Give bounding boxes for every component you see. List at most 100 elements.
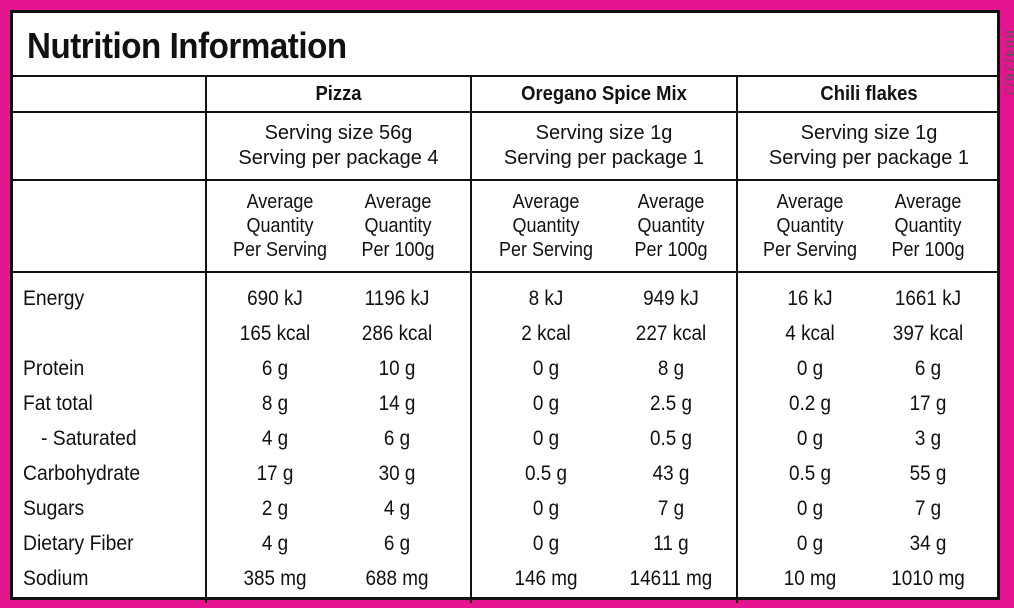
header-line: Average <box>512 191 580 213</box>
panel-title: Nutrition Information <box>27 25 347 66</box>
header-line: Quantity <box>246 215 314 237</box>
table-cell: 0.5 g <box>649 427 693 450</box>
table-cell: 949 kJ <box>643 287 699 310</box>
table-cell: 6 g <box>383 427 411 450</box>
col-header-oregano-per-serving: Average Quantity Per Serving <box>488 183 605 269</box>
header-line: Average <box>246 191 314 213</box>
header-line: Quantity <box>364 215 432 237</box>
table-cell: 17 g <box>909 392 947 415</box>
table-cell: 6 g <box>383 532 411 555</box>
table-cell: 0 g <box>796 497 824 520</box>
col-header-chili-per-serving: Average Quantity Per Serving <box>752 183 869 269</box>
table-cell: 8 g <box>657 357 685 380</box>
table-cell: 0.5 g <box>788 462 832 485</box>
table-cell: 1010 mg <box>891 567 965 590</box>
table-cell: 0 g <box>532 392 560 415</box>
table-cell: 1661 kJ <box>894 287 962 310</box>
table-cell: 165 kcal <box>239 322 311 345</box>
row-label-carbohydrate: Carbohydrate <box>23 462 141 485</box>
table-cell: 10 mg <box>783 567 837 590</box>
table-cell: 0 g <box>532 532 560 555</box>
table-cell: 3 g <box>914 427 942 450</box>
table-cell: 4 g <box>261 427 289 450</box>
table-cell: 146 mg <box>514 567 578 590</box>
table-cell: 55 g <box>909 462 947 485</box>
row-label-protein: Protein <box>23 357 85 380</box>
header-line: Per 100g <box>361 239 435 261</box>
table-cell: 14 g <box>378 392 416 415</box>
table-cell: 0 g <box>796 357 824 380</box>
table-cell: 0 g <box>532 357 560 380</box>
col-header-oregano-per-100g: Average Quantity Per 100g <box>622 183 721 269</box>
table-cell: 0 g <box>532 497 560 520</box>
servings-per-package: Serving per package 1 <box>503 147 705 169</box>
header-line: Average <box>637 191 705 213</box>
rule-below-column-headers <box>13 271 997 273</box>
table-cell: 7 g <box>914 497 942 520</box>
product-name-pizza: Pizza <box>315 82 362 105</box>
header-line: Average <box>364 191 432 213</box>
row-label-saturated: - Saturated <box>41 427 137 450</box>
servings-per-package: Serving per package 4 <box>238 147 439 169</box>
header-line: Per Serving <box>498 239 594 261</box>
column-divider-3 <box>736 77 738 273</box>
serving-info-oregano: Serving size 1g Serving per package 1 <box>472 113 736 179</box>
header-line: Per 100g <box>634 239 708 261</box>
table-cell: 30 g <box>378 462 416 485</box>
row-label-sugars: Sugars <box>23 497 85 520</box>
column-divider-2-body <box>470 271 472 603</box>
table-cell: 690 kJ <box>247 287 303 310</box>
table-cell: 2 kcal <box>521 322 571 345</box>
table-cell: 8 kJ <box>528 287 564 310</box>
row-label-fat-total: Fat total <box>23 392 93 415</box>
header-line: Average <box>894 191 962 213</box>
table-cell: 0 g <box>796 532 824 555</box>
column-divider-1-body <box>205 271 207 603</box>
table-cell: 4 g <box>383 497 411 520</box>
table-cell: 1196 kJ <box>364 287 430 310</box>
rule-below-product-names <box>13 111 997 113</box>
col-header-chili-per-100g: Average Quantity Per 100g <box>879 183 978 269</box>
row-label-energy: Energy <box>23 287 85 310</box>
serving-size: Serving size 1g <box>535 122 673 144</box>
table-cell: 227 kcal <box>635 322 707 345</box>
table-cell: 6 g <box>914 357 942 380</box>
servings-per-package: Serving per package 1 <box>768 147 970 169</box>
table-cell: 11 g <box>653 532 689 555</box>
serving-info-chili: Serving size 1g Serving per package 1 <box>738 113 1000 179</box>
table-cell: 4 g <box>261 532 289 555</box>
table-cell: 688 mg <box>365 567 429 590</box>
header-line: Average <box>776 191 844 213</box>
table-cell: 7 g <box>657 497 685 520</box>
serving-info-pizza: Serving size 56g Serving per package 4 <box>207 113 470 179</box>
table-cell: 17 g <box>256 462 294 485</box>
header-line: Per 100g <box>891 239 965 261</box>
rule-below-serving <box>13 179 997 181</box>
table-cell: 0.2 g <box>788 392 832 415</box>
table-cell: 0.5 g <box>524 462 568 485</box>
row-label-sodium: Sodium <box>23 567 89 590</box>
product-name-chili: Chili flakes <box>820 82 918 105</box>
header-line: Quantity <box>894 215 962 237</box>
row-label-dietary-fiber: Dietary Fiber <box>23 532 134 555</box>
column-divider-2 <box>470 77 472 273</box>
table-cell: 286 kcal <box>361 322 433 345</box>
table-cell: 8 g <box>261 392 289 415</box>
table-cell: 16 kJ <box>787 287 833 310</box>
table-cell: 0 g <box>532 427 560 450</box>
col-header-pizza-per-100g: Average Quantity Per 100g <box>349 183 448 269</box>
table-cell: 6 g <box>261 357 289 380</box>
product-name-oregano: Oregano Spice Mix <box>521 82 687 105</box>
rule-below-title <box>13 75 997 77</box>
table-cell: 10 g <box>378 357 416 380</box>
col-header-pizza-per-serving: Average Quantity Per Serving <box>222 183 339 269</box>
serving-size: Serving size 56g <box>264 122 413 144</box>
side-code: B04/26/2 <box>1001 30 1014 98</box>
table-cell: 34 g <box>909 532 947 555</box>
table-cell: 2 g <box>261 497 289 520</box>
table-cell: 2.5 g <box>649 392 693 415</box>
header-line: Quantity <box>637 215 705 237</box>
table-cell: 385 mg <box>243 567 307 590</box>
serving-size: Serving size 1g <box>800 122 938 144</box>
table-cell: 397 kcal <box>892 322 964 345</box>
